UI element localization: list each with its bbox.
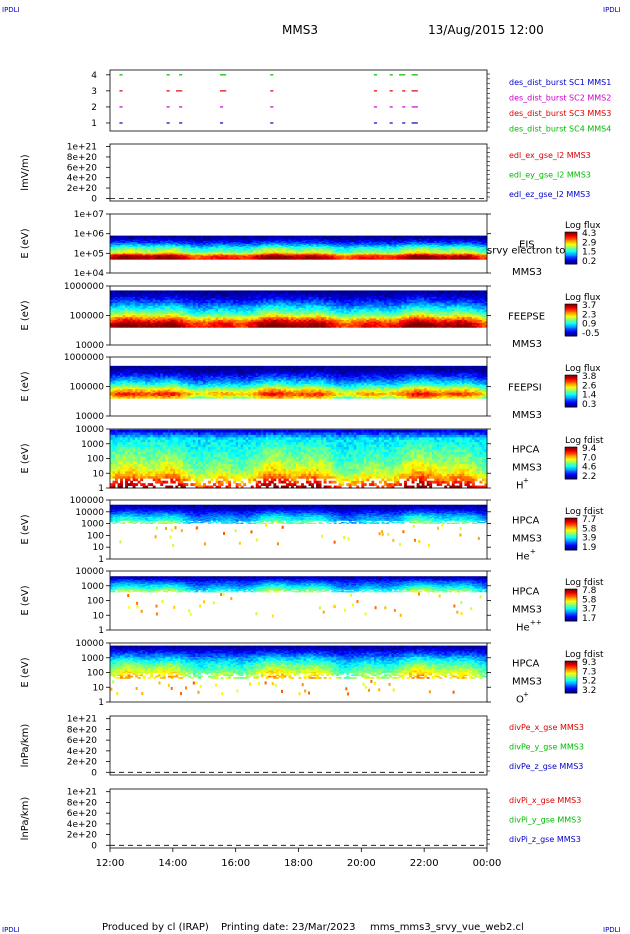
spectrogram-cell — [153, 236, 156, 237]
spectrogram-cell — [135, 236, 138, 237]
spectrogram-cell — [140, 236, 143, 237]
y-tick-label: 1 — [91, 119, 97, 129]
panel-frame — [110, 144, 487, 201]
spectrogram-cell — [138, 236, 141, 237]
spectrogram-cell — [115, 236, 118, 237]
spectrogram-cell — [190, 236, 193, 237]
spectrogram-cell — [223, 236, 226, 237]
spectrogram-cell — [246, 236, 249, 237]
legend-label: edl_ey_gse_l2 MMS3 — [509, 171, 591, 180]
spectrogram-cell — [213, 236, 216, 237]
spectrogram-cell — [163, 236, 166, 237]
y-tick-label: 2 — [91, 103, 97, 113]
spectrogram-cell — [185, 236, 188, 237]
spectrogram-cell — [261, 236, 264, 237]
panels-layer: 4 3 2 1 des_dist_burst SC1 MMS1 des_dist_burs… — [20, 70, 611, 869]
y-axis-label: lmV/m) — [20, 154, 31, 190]
y-tick-label: 1e+21 — [67, 143, 97, 153]
legend-label: edl_ex_gse_l2 MMS3 — [509, 151, 591, 160]
spectrogram-cell — [158, 236, 161, 237]
y-tick-label: 3 — [91, 87, 97, 97]
spectrogram-cell — [233, 236, 236, 237]
spectrogram-cell — [206, 236, 209, 237]
spectrogram-cell — [155, 236, 158, 237]
panel-burst — [106, 70, 490, 131]
spectrogram-cell — [170, 236, 173, 237]
spectrogram-cell — [283, 236, 286, 237]
spectrogram-cell — [256, 236, 259, 237]
spectrogram-cell — [143, 236, 146, 237]
spectrogram-cell — [175, 236, 178, 237]
y-tick-label: 4 — [91, 71, 97, 81]
y-tick-label: 4e+20 — [67, 174, 98, 184]
legend-label: des_dist_burst SC1 MMS1 — [509, 78, 611, 87]
spectrogram-cell — [238, 236, 241, 237]
spectrogram-cell — [195, 236, 198, 237]
spectrogram-cell — [123, 236, 126, 237]
spectrogram-cell — [271, 236, 274, 237]
spectrogram-cell — [278, 236, 281, 237]
spectrogram-cell — [180, 236, 183, 237]
spectrogram-cell — [248, 236, 251, 237]
spectrogram-cell — [110, 236, 113, 237]
spectrogram-cell — [150, 236, 153, 237]
spectrogram-cell — [253, 236, 256, 237]
spectrogram-cell — [173, 236, 176, 237]
spectrogram-cell — [281, 236, 284, 237]
spectrogram-cell — [221, 236, 224, 237]
legend-label: des_dist_burst SC2 MMS2 — [509, 94, 611, 103]
spectrogram-cell — [216, 236, 219, 237]
spectrogram-cell — [125, 236, 128, 237]
spectrogram-cell — [258, 236, 261, 237]
y-tick-label: 6e+20 — [67, 163, 98, 173]
spectrogram-cell — [120, 236, 123, 237]
spectrogram-cell — [133, 236, 136, 237]
spectrogram-cell — [193, 236, 196, 237]
legend-label: des_dist_burst SC3 MMS3 — [509, 109, 611, 118]
spectrogram-cell — [251, 236, 254, 237]
y-tick-label: 2e+20 — [67, 184, 98, 194]
spectrogram-cell — [165, 236, 168, 237]
spectrogram-cell — [228, 236, 231, 237]
spectrogram-cell — [168, 236, 171, 237]
panel-edl — [106, 144, 490, 201]
spectrogram-cell — [198, 236, 201, 237]
spectrogram-cell — [266, 236, 269, 237]
spectrogram-cell — [128, 236, 131, 237]
spectrogram-cell — [113, 236, 116, 237]
spectrogram-cell — [243, 236, 246, 237]
spectrogram-cell — [200, 236, 203, 237]
spectrogram-cell — [183, 236, 186, 237]
spectrogram-figure: 4 3 2 1 des_dist_burst SC1 MMS1 des_dist_burs… — [0, 0, 630, 934]
panel-eis — [106, 214, 577, 273]
spectrogram-cell — [208, 236, 211, 237]
legend-label: des_dist_burst SC4 MMS4 — [509, 125, 611, 134]
spectrogram-cell — [188, 236, 191, 237]
spectrogram-cell — [160, 236, 163, 237]
y-tick-label: 8e+20 — [67, 153, 98, 163]
spectrogram-cell — [268, 236, 271, 237]
spectrogram-cell — [273, 236, 276, 237]
y-tick-label: 0 — [91, 194, 97, 204]
spectrogram-cell — [130, 236, 133, 237]
spectrogram-cell — [226, 236, 229, 237]
spectrogram-cell — [118, 236, 121, 237]
spectrogram-cell — [236, 236, 239, 237]
spectrogram-cell — [231, 236, 234, 237]
spectrogram-cell — [148, 236, 151, 237]
legend-label: edl_ez_gse_l2 MMS3 — [509, 190, 590, 199]
spectrogram-cell — [203, 236, 206, 237]
panel-frame — [110, 70, 487, 131]
spectrogram-cell — [276, 236, 279, 237]
spectrogram-cell — [218, 236, 221, 237]
spectrogram-cell — [263, 236, 266, 237]
spectrogram-cell — [178, 236, 181, 237]
spectrogram-cell — [145, 236, 148, 237]
spectrogram-cell — [241, 236, 244, 237]
spectrogram-cell — [211, 236, 214, 237]
spectrogram-cell — [286, 236, 289, 237]
